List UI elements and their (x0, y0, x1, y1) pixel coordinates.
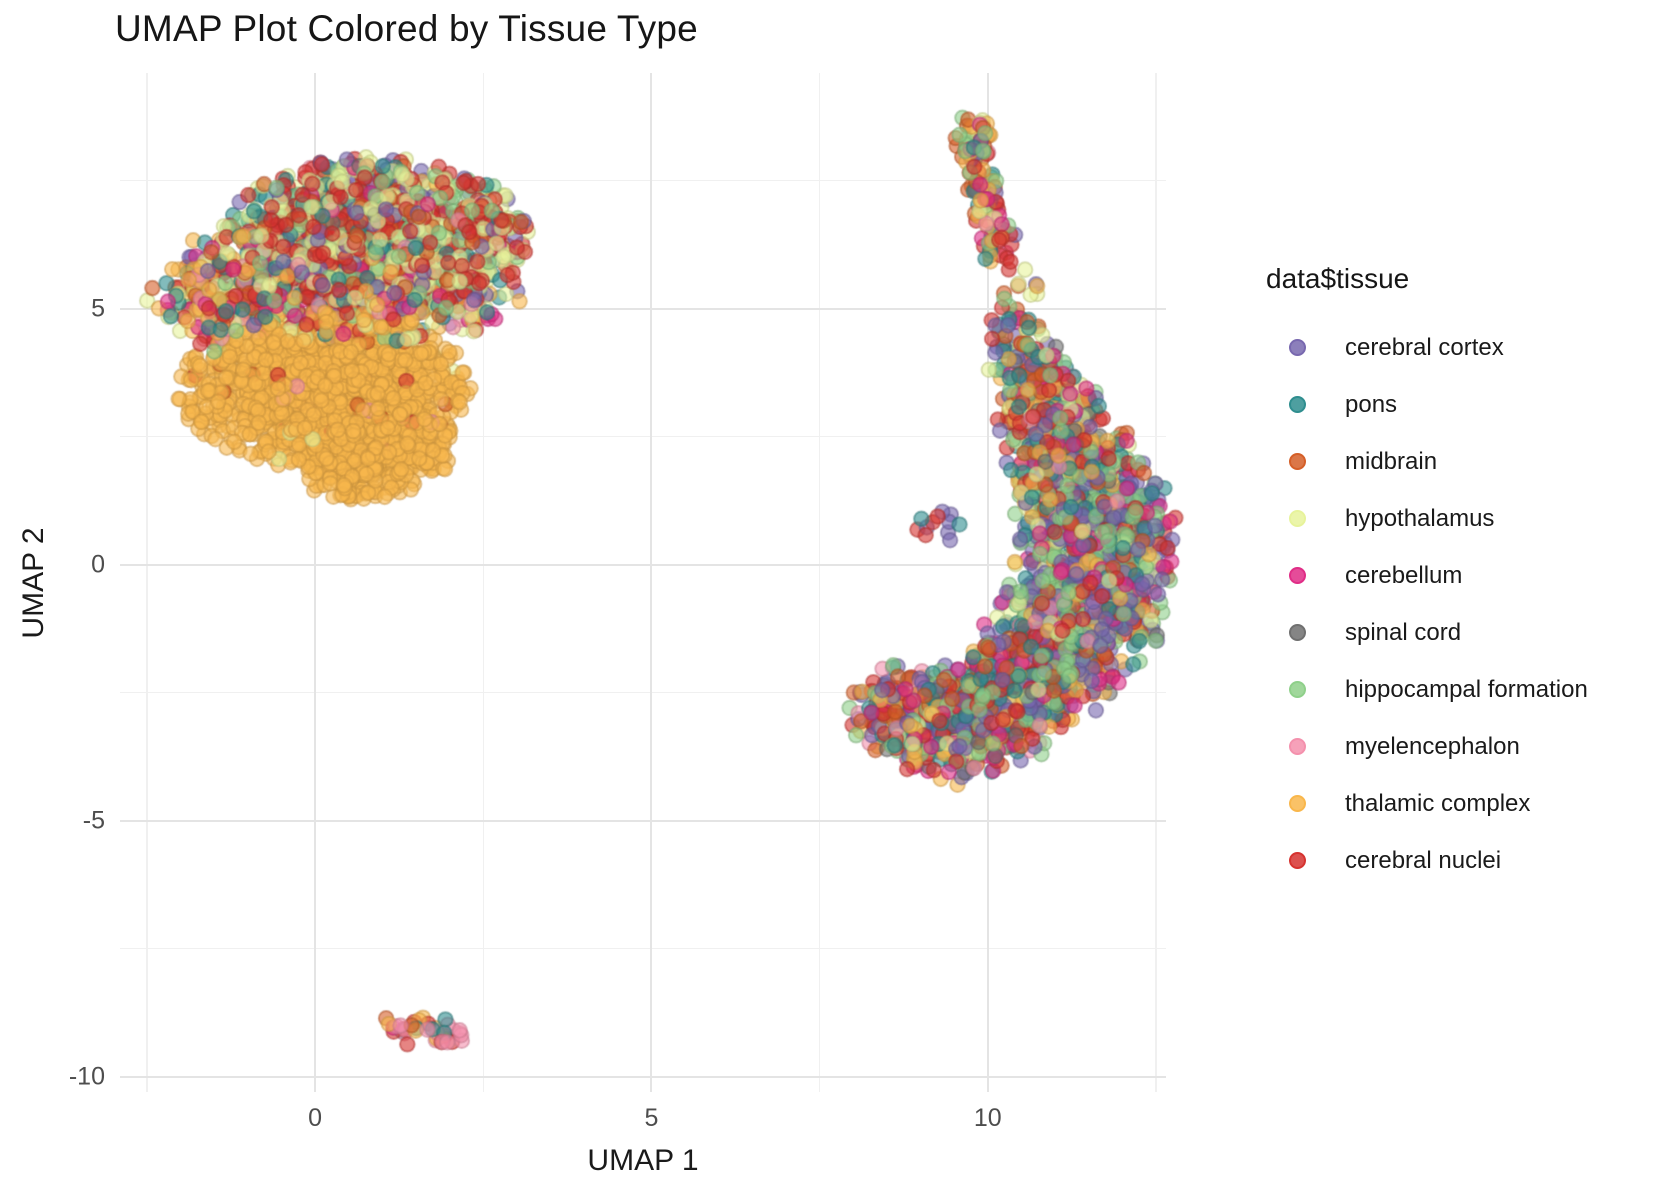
legend-item: cerebral nuclei (1266, 832, 1588, 889)
legend-item-label: spinal cord (1345, 618, 1462, 646)
legend-item: cerebral cortex (1266, 319, 1588, 376)
legend-items: cerebral cortex pons midbrain hypothalamus c… (1266, 319, 1588, 889)
legend-item: hypothalamus (1266, 490, 1588, 547)
x-tick-label: 5 (644, 1104, 659, 1132)
x-tick-label: 0 (308, 1104, 323, 1132)
legend-item-label: midbrain (1345, 447, 1438, 475)
legend-dot-icon (1289, 567, 1306, 584)
y-tick-label: -5 (82, 806, 105, 835)
legend-dot-icon (1289, 681, 1306, 698)
legend-item-label: hippocampal formation (1345, 675, 1588, 703)
legend-dot-icon (1289, 852, 1306, 869)
y-tick-label: 5 (91, 294, 105, 323)
legend-dot-icon (1289, 396, 1306, 413)
legend-item-label: pons (1345, 390, 1398, 418)
legend-item: cerebellum (1266, 547, 1588, 604)
legend-item-label: hypothalamus (1345, 504, 1495, 532)
legend-dot-icon (1289, 339, 1306, 356)
legend: data$tissue cerebral cortex pons midbrain h… (1266, 263, 1588, 889)
legend-item: myelencephalon (1266, 718, 1588, 775)
legend-dot-icon (1289, 795, 1306, 812)
legend-dot-icon (1289, 738, 1306, 755)
legend-item-label: cerebral nuclei (1345, 846, 1502, 874)
legend-item: thalamic complex (1266, 775, 1588, 832)
y-tick-label: -10 (68, 1062, 105, 1091)
legend-item: hippocampal formation (1266, 661, 1588, 718)
legend-item: spinal cord (1266, 604, 1588, 661)
y-tick-label: 0 (91, 550, 105, 579)
legend-title: data$tissue (1266, 263, 1410, 294)
legend-dot-icon (1289, 624, 1306, 641)
legend-dot-icon (1289, 510, 1306, 527)
legend-item-label: thalamic complex (1345, 789, 1531, 817)
x-tick-label: 10 (973, 1104, 1002, 1132)
legend-item: pons (1266, 376, 1588, 433)
x-axis-title: UMAP 1 (587, 1144, 699, 1177)
legend-item-label: cerebral cortex (1345, 333, 1504, 361)
legend-dot-icon (1289, 453, 1306, 470)
y-axis-title: UMAP 2 (17, 526, 50, 639)
legend-item-label: cerebellum (1345, 561, 1463, 589)
legend-item: midbrain (1266, 433, 1588, 490)
legend-item-label: myelencephalon (1345, 732, 1520, 760)
